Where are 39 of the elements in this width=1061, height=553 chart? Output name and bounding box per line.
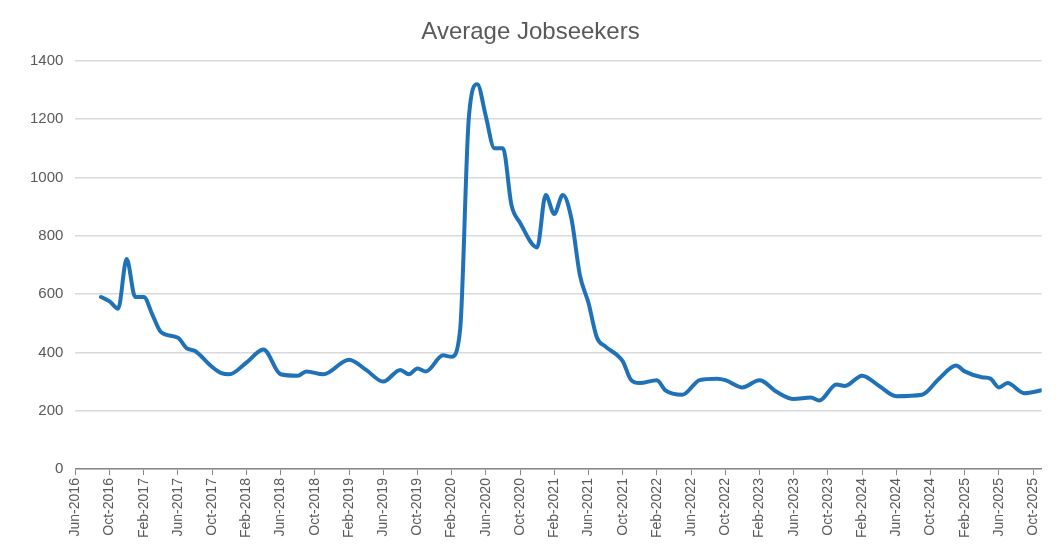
x-tick-label: Oct-2022 [716,477,733,536]
x-tick-label: Jun-2016 [66,477,83,537]
x-tick-label: Jun-2024 [887,477,904,537]
x-tick-label: Jun-2017 [168,477,185,537]
x-tick-label: Jun-2020 [476,477,493,537]
x-tick-label: Oct-2017 [203,477,220,536]
y-tick-label: 200 [38,400,64,418]
x-tick-label: Feb-2018 [237,477,254,539]
y-tick-label: 800 [38,225,64,243]
x-tick-label: Feb-2021 [545,477,562,539]
x-tick-label: Oct-2024 [921,477,938,536]
y-tick-label: 1000 [29,167,64,185]
y-tick-label: 1400 [29,50,64,68]
x-tick-label: Jun-2019 [374,477,391,537]
x-tick-label: Oct-2023 [818,477,835,536]
x-tick-label: Feb-2019 [339,477,356,539]
x-tick-label: Feb-2023 [750,477,767,539]
y-tick-label: 600 [38,284,64,302]
x-tick-label: Oct-2025 [1023,477,1040,536]
x-tick-label: Oct-2016 [100,477,117,536]
x-tick-label: Jun-2021 [579,477,596,537]
x-tick-label: Jun-2022 [681,477,698,537]
x-tick-label: Feb-2022 [647,477,664,539]
x-tick-label: Oct-2019 [408,477,425,536]
y-tick-label: 1200 [29,109,64,127]
x-tick-label: Jun-2025 [989,477,1006,537]
x-tick-label: Feb-2025 [955,477,972,539]
y-tick-label: 0 [55,459,64,477]
x-tick-label: Feb-2020 [442,477,459,539]
y-tick-label: 400 [38,342,64,360]
x-tick-label: Jun-2018 [271,477,288,537]
x-tick-label: Feb-2024 [852,477,869,539]
x-tick-label: Oct-2021 [613,477,630,536]
x-tick-label: Oct-2018 [305,477,322,536]
x-tick-label: Feb-2017 [134,477,151,539]
line-series [99,82,1042,403]
x-tick-label: Jun-2023 [784,477,801,537]
chart-title: Average Jobseekers [421,17,640,45]
x-tick-label: Oct-2020 [510,477,527,536]
